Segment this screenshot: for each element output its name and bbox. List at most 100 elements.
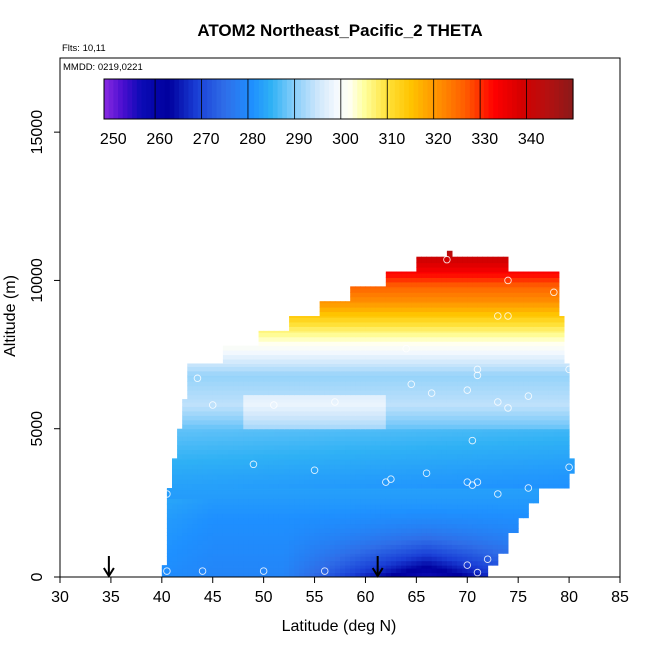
heatmap-cell bbox=[233, 523, 239, 529]
heatmap-cell bbox=[487, 504, 494, 510]
heatmap-cell bbox=[243, 473, 249, 476]
heatmap-cell bbox=[207, 493, 214, 499]
heatmap-cell bbox=[452, 292, 458, 298]
heatmap-cell bbox=[314, 345, 321, 351]
heatmap-cell bbox=[329, 483, 336, 489]
heatmap-cell bbox=[416, 440, 422, 446]
heatmap-cell bbox=[502, 336, 509, 342]
heatmap-cell bbox=[253, 415, 260, 421]
heatmap-cell bbox=[406, 292, 412, 298]
heatmap-cell bbox=[319, 508, 326, 514]
heatmap-cell bbox=[375, 410, 382, 416]
heatmap-cell bbox=[309, 453, 316, 459]
heatmap-cell bbox=[492, 321, 499, 327]
heatmap-cell bbox=[431, 479, 438, 485]
heatmap-cell bbox=[477, 292, 484, 298]
heatmap-cell bbox=[401, 535, 407, 541]
heatmap-cell bbox=[166, 517, 173, 520]
heatmap-cell bbox=[553, 390, 560, 396]
heatmap-cell bbox=[533, 474, 540, 480]
heatmap-cell bbox=[452, 440, 458, 446]
heatmap-cell bbox=[284, 473, 290, 476]
heatmap-cell bbox=[334, 517, 341, 520]
heatmap-cell bbox=[202, 502, 209, 505]
heatmap-cell bbox=[289, 479, 295, 485]
heatmap-cell bbox=[207, 489, 214, 495]
heatmap-cell bbox=[304, 345, 310, 351]
heatmap-cell bbox=[543, 311, 550, 317]
heatmap-cell bbox=[202, 459, 209, 465]
heatmap-cell bbox=[345, 464, 351, 470]
heatmap-cell bbox=[324, 548, 331, 554]
heatmap-cell bbox=[355, 498, 361, 504]
heatmap-cell bbox=[334, 440, 341, 446]
heatmap-cell bbox=[487, 468, 494, 474]
heatmap-cell bbox=[228, 502, 234, 505]
heatmap-cell bbox=[314, 431, 321, 437]
heatmap-cell bbox=[401, 376, 407, 382]
heatmap-cell bbox=[324, 523, 331, 529]
heatmap-cell bbox=[548, 363, 555, 367]
heatmap-cell bbox=[370, 390, 377, 396]
heatmap-cell bbox=[411, 287, 417, 293]
heatmap-cell bbox=[558, 415, 565, 421]
heatmap-cell bbox=[161, 568, 168, 574]
heatmap-cell bbox=[502, 528, 509, 534]
heatmap-cell bbox=[278, 523, 285, 529]
heatmap-cell bbox=[497, 517, 504, 520]
heatmap-cell bbox=[553, 359, 560, 364]
heatmap-cell bbox=[390, 458, 397, 461]
heatmap-cell bbox=[192, 428, 198, 433]
heatmap-cell bbox=[452, 424, 458, 430]
heatmap-cell bbox=[416, 410, 422, 416]
heatmap-cell bbox=[457, 553, 463, 557]
heatmap-cell bbox=[192, 459, 198, 465]
heatmap-cell bbox=[467, 345, 473, 351]
heatmap-cell bbox=[355, 359, 361, 364]
heatmap-cell bbox=[441, 504, 448, 510]
heatmap-cell bbox=[207, 556, 214, 562]
heatmap-cell bbox=[365, 336, 372, 342]
heatmap-cell bbox=[477, 321, 484, 327]
heatmap-cell bbox=[365, 428, 372, 433]
heatmap-cell bbox=[289, 504, 295, 510]
heatmap-cell bbox=[289, 350, 295, 356]
heatmap-cell bbox=[329, 565, 336, 569]
heatmap-cell bbox=[411, 307, 417, 313]
heatmap-cell bbox=[314, 453, 321, 459]
heatmap-cell bbox=[543, 350, 550, 356]
heatmap-cell bbox=[457, 504, 463, 510]
heatmap-cell bbox=[401, 350, 407, 356]
heatmap-cell bbox=[370, 302, 377, 308]
heatmap-cell bbox=[222, 366, 229, 372]
heatmap-cell bbox=[446, 307, 453, 313]
heatmap-cell bbox=[284, 513, 290, 519]
heatmap-cell bbox=[538, 464, 545, 470]
heatmap-cell bbox=[385, 296, 392, 302]
heatmap-cell bbox=[548, 449, 555, 455]
heatmap-cell bbox=[340, 483, 346, 489]
heatmap-cell bbox=[548, 394, 555, 400]
heatmap-cell bbox=[197, 445, 204, 450]
heatmap-cell bbox=[401, 565, 407, 569]
heatmap-cell bbox=[355, 424, 361, 430]
heatmap-cell bbox=[380, 502, 387, 505]
heatmap-cell bbox=[446, 317, 453, 323]
heatmap-cell bbox=[202, 428, 209, 433]
heatmap-cell bbox=[472, 419, 478, 425]
heatmap-cell bbox=[207, 428, 214, 433]
heatmap-cell bbox=[278, 479, 285, 485]
heatmap-cell bbox=[258, 428, 265, 433]
heatmap-cell bbox=[528, 336, 534, 342]
heatmap-cell bbox=[553, 464, 560, 470]
heatmap-cell bbox=[446, 532, 453, 536]
heatmap-cell bbox=[431, 350, 438, 356]
heatmap-cell bbox=[258, 489, 265, 495]
heatmap-cell bbox=[543, 381, 550, 387]
heatmap-cell bbox=[192, 424, 198, 430]
heatmap-cell bbox=[441, 316, 448, 318]
heatmap-cell bbox=[360, 548, 366, 554]
heatmap-cell bbox=[467, 375, 473, 378]
heatmap-cell bbox=[548, 479, 555, 485]
heatmap-cell bbox=[258, 390, 265, 396]
